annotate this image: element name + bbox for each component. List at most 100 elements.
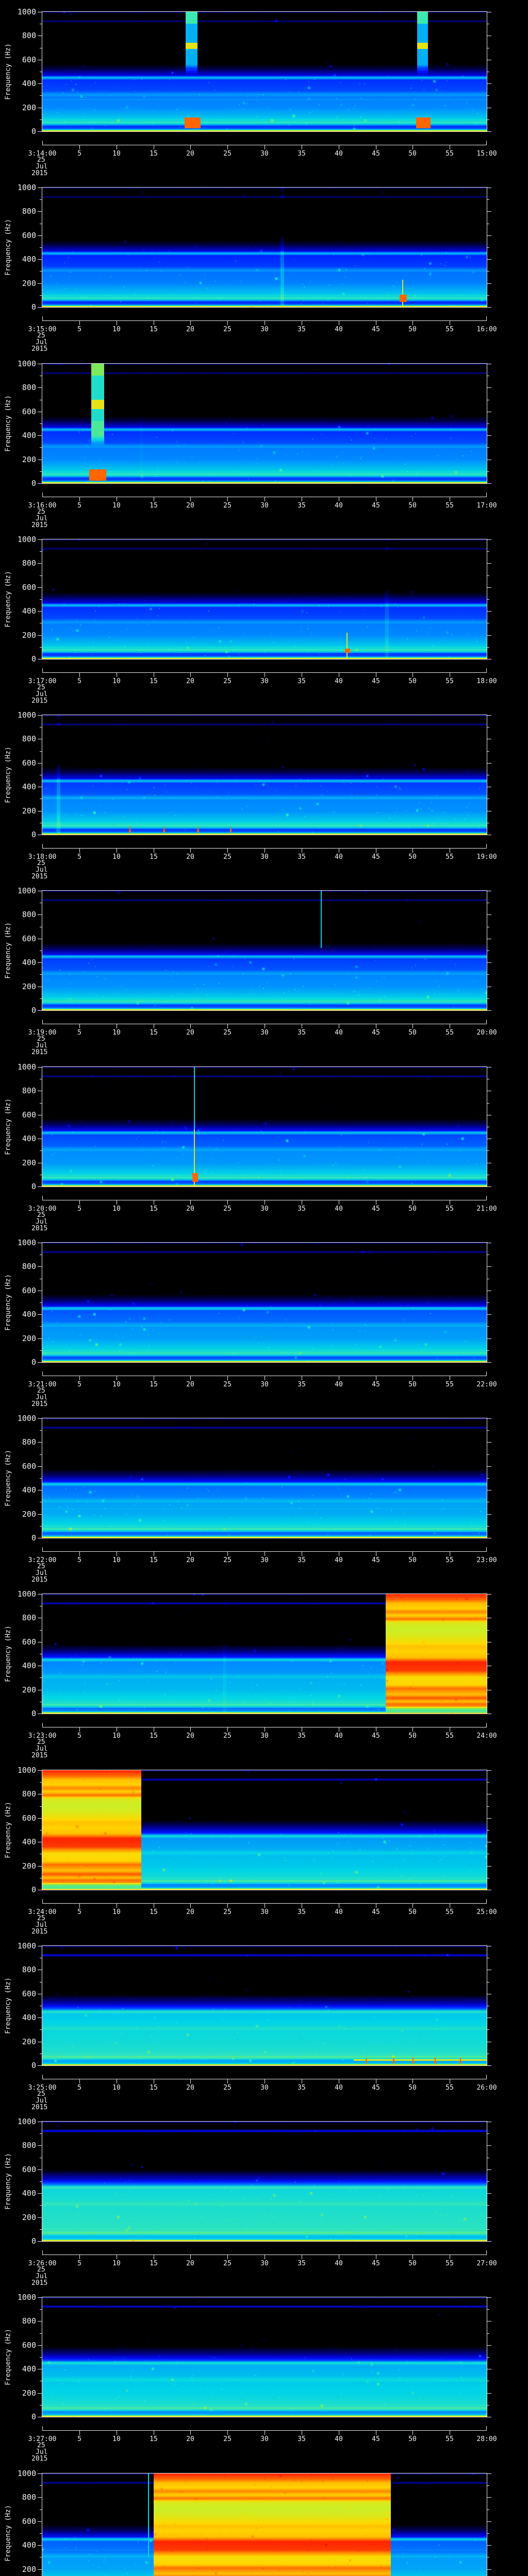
x-tick-label: 40 — [335, 677, 343, 685]
y-tick-label: 1000 — [17, 1766, 36, 1775]
date-line: Jul — [36, 1042, 48, 1049]
y-major-tick-right — [487, 1866, 491, 1867]
x-major-tick — [227, 2431, 228, 2435]
y-major-tick-right — [487, 611, 491, 612]
y-tick-label: 400 — [22, 255, 36, 264]
x-major-tick — [412, 321, 413, 325]
spectrogram-canvas — [42, 188, 487, 307]
y-major-tick-right — [487, 435, 491, 436]
x-tick-label: 10 — [112, 1732, 121, 1740]
y-tick-label: 400 — [22, 2013, 36, 2022]
x-end-time-label: 22:00 — [476, 1381, 497, 1388]
spectrogram-panel: 0 200 400 600 800 1000 Frequency (Hz) 5 10 15 20 25… — [0, 2285, 528, 2464]
axis-endcap — [486, 2075, 487, 2079]
y-tick-label: 200 — [22, 982, 36, 991]
x-start-time-label: 3:14:00 — [28, 150, 57, 158]
y-tick-label: 1000 — [17, 1062, 36, 1072]
date-line: Jul — [36, 2273, 48, 2280]
x-major-tick — [412, 1552, 413, 1556]
axis-endcap — [42, 1020, 43, 1024]
x-tick-label: 55 — [446, 326, 454, 333]
y-major-tick — [38, 1362, 42, 1363]
x-tick-label: 15 — [150, 2084, 158, 2092]
y-tick-label: 1000 — [17, 886, 36, 895]
y-minor-tick — [40, 1526, 42, 1527]
x-tick-label: 40 — [335, 326, 343, 333]
x-axis-line — [42, 848, 487, 849]
x-major-tick — [79, 2431, 80, 2435]
y-tick-label: 800 — [22, 207, 36, 216]
y-tick-label: 600 — [22, 934, 36, 943]
x-tick-label: 35 — [298, 2260, 306, 2267]
x-tick-label: 50 — [408, 1029, 417, 1037]
date-line: 25 — [37, 684, 45, 691]
y-tick-label: 1000 — [17, 183, 36, 192]
y-major-tick — [38, 1818, 42, 1819]
x-major-tick — [227, 673, 228, 677]
plot-frame-line — [42, 2241, 487, 2242]
y-axis-title: Frequency (Hz) — [4, 2153, 12, 2210]
y-major-tick — [38, 1442, 42, 1443]
y-tick-label: 1000 — [17, 1238, 36, 1247]
y-minor-tick-right — [487, 423, 489, 424]
x-tick-label: 45 — [372, 1908, 380, 1916]
x-major-tick — [79, 2079, 80, 2083]
x-tick-label: 55 — [446, 1029, 454, 1037]
x-tick-label: 5 — [77, 1908, 81, 1916]
x-tick-label: 40 — [335, 2084, 343, 2092]
x-tick-label: 55 — [446, 502, 454, 510]
x-tick-label: 55 — [446, 1205, 454, 1213]
date-line: 25 — [37, 156, 45, 164]
y-major-tick-right — [487, 235, 491, 236]
x-tick-label: 25 — [223, 2435, 232, 2443]
y-major-tick-right — [487, 1362, 491, 1363]
y-minor-tick — [40, 199, 42, 200]
y-major-tick-right — [487, 2545, 491, 2546]
x-major-tick — [190, 497, 191, 501]
date-line: 2015 — [31, 2104, 48, 2111]
x-tick-label: 20 — [186, 677, 194, 685]
x-major-tick — [412, 673, 413, 677]
x-tick-label: 25 — [223, 1556, 232, 1564]
x-tick-label: 20 — [186, 150, 194, 158]
x-tick-label: 45 — [372, 326, 380, 333]
y-minor-tick — [40, 2029, 42, 2030]
y-major-tick-right — [487, 387, 491, 388]
spectrogram-panel: 0 200 400 600 800 1000 Frequency (Hz) 5 10 15 20 25… — [0, 879, 528, 1057]
y-minor-tick — [40, 1630, 42, 1631]
x-tick-label: 40 — [335, 1908, 343, 1916]
y-axis-title: Frequency (Hz) — [4, 1802, 12, 1858]
x-tick-label: 25 — [223, 677, 232, 685]
y-minor-tick-right — [487, 1478, 489, 1479]
y-minor-tick — [40, 247, 42, 248]
y-tick-label: 1000 — [17, 2293, 36, 2302]
spectrogram-panel: 0 200 400 600 800 1000 Frequency (Hz) 5 10 15 20 25… — [0, 2110, 528, 2288]
axis-endcap — [42, 1899, 43, 1903]
date-line: Jul — [36, 1569, 48, 1577]
x-tick-label: 5 — [77, 1381, 81, 1388]
y-major-tick-right — [487, 715, 491, 716]
x-tick-label: 25 — [223, 853, 232, 861]
y-major-tick — [38, 283, 42, 284]
date-line: Jul — [36, 1921, 48, 1929]
y-tick-label: 800 — [22, 383, 36, 392]
y-tick-label: 600 — [22, 758, 36, 768]
y-tick-label: 600 — [22, 407, 36, 416]
y-major-tick — [38, 2297, 42, 2298]
y-major-tick — [38, 83, 42, 84]
x-tick-label: 10 — [112, 853, 121, 861]
y-major-tick — [38, 563, 42, 564]
axis-endcap — [42, 2250, 43, 2255]
y-tick-label: 200 — [22, 1510, 36, 1519]
x-tick-label: 40 — [335, 1732, 343, 1740]
x-tick-label: 25 — [223, 502, 232, 510]
x-major-tick — [412, 1376, 413, 1380]
x-tick-label: 30 — [260, 677, 269, 685]
y-tick-label: 600 — [22, 1462, 36, 1471]
y-tick-label: 400 — [22, 1134, 36, 1143]
y-tick-label: 0 — [31, 479, 36, 488]
x-end-time-label: 17:00 — [476, 502, 497, 510]
x-tick-label: 10 — [112, 2435, 121, 2443]
x-tick-label: 10 — [112, 1205, 121, 1213]
y-major-tick — [38, 715, 42, 716]
